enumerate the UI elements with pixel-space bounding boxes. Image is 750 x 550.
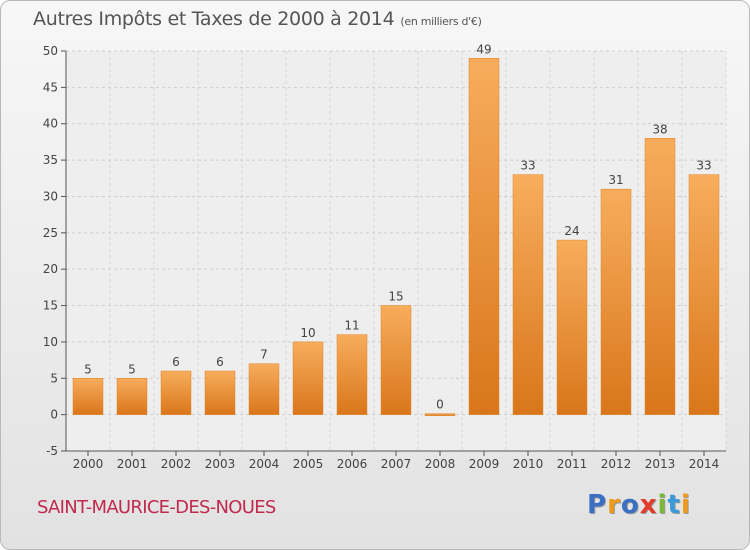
proxiti-logo: Proxiti (587, 490, 691, 520)
bar-value-label: 5 (128, 362, 136, 376)
x-tick-label: 2002 (161, 457, 192, 471)
x-tick-label: 2006 (337, 457, 368, 471)
bar (512, 174, 544, 415)
bar (248, 363, 280, 415)
y-tick-label: 45 (43, 80, 58, 94)
bar (468, 58, 500, 415)
chart-subtitle: (en milliers d'€) (400, 15, 482, 28)
x-tick-label: 2009 (469, 457, 500, 471)
y-tick-label: 30 (43, 189, 58, 203)
bar (160, 370, 192, 415)
logo-letter: t (667, 490, 681, 520)
bar-value-label: 31 (608, 173, 623, 187)
bar (644, 138, 676, 415)
y-tick-label: 15 (43, 299, 58, 313)
x-tick-label: 2014 (689, 457, 720, 471)
bar-value-label: 11 (344, 319, 359, 333)
bar (336, 334, 368, 415)
bar (688, 174, 720, 415)
bar-value-label: 6 (216, 355, 224, 369)
logo-letter: i (657, 490, 668, 520)
y-tick-label: 40 (43, 117, 58, 131)
bar-value-label: 33 (696, 159, 711, 173)
logo-letter: o (620, 490, 640, 520)
x-tick-label: 2008 (425, 457, 456, 471)
bar-value-label: 24 (564, 224, 579, 238)
bar-value-label: 49 (476, 42, 491, 56)
x-tick-label: 2001 (117, 457, 148, 471)
bar-value-label: 33 (520, 159, 535, 173)
bar (204, 370, 236, 415)
bar-value-label: 6 (172, 355, 180, 369)
bar-value-label: 15 (388, 290, 403, 304)
y-tick-label: 5 (50, 371, 58, 385)
bar (556, 239, 588, 415)
commune-name: SAINT-MAURICE-DES-NOUES (37, 497, 276, 518)
logo-letter: x (639, 490, 658, 520)
chart-title: Autres Impôts et Taxes de 2000 à 2014 (en… (33, 8, 482, 30)
y-tick-label: 0 (50, 408, 58, 422)
x-tick-label: 2011 (557, 457, 588, 471)
y-tick-label: 20 (43, 262, 58, 276)
bar-value-label: 5 (84, 362, 92, 376)
bar-value-label: 0 (436, 398, 444, 412)
bar-value-label: 7 (260, 348, 268, 362)
chart-title-text: Autres Impôts et Taxes de 2000 à 2014 (33, 8, 395, 30)
y-tick-label: 50 (43, 44, 58, 58)
bar (600, 188, 632, 415)
bar (424, 413, 456, 416)
y-tick-label: -5 (46, 444, 58, 458)
bar (380, 305, 412, 415)
bar (72, 378, 104, 415)
logo-letter: P (587, 490, 608, 520)
x-tick-label: 2012 (601, 457, 632, 471)
y-tick-label: 10 (43, 335, 58, 349)
y-tick-label: 35 (43, 153, 58, 167)
logo-letter: r (607, 490, 621, 520)
logo-letter: i (680, 490, 691, 520)
x-tick-label: 2010 (513, 457, 544, 471)
y-tick-label: 25 (43, 226, 58, 240)
bar (292, 341, 324, 415)
x-tick-label: 2000 (73, 457, 104, 471)
x-tick-label: 2005 (293, 457, 324, 471)
bar (116, 378, 148, 415)
x-tick-label: 2007 (381, 457, 412, 471)
x-tick-label: 2004 (249, 457, 280, 471)
bar-value-label: 38 (652, 122, 667, 136)
x-tick-label: 2003 (205, 457, 236, 471)
bar-value-label: 10 (300, 326, 315, 340)
x-tick-label: 2013 (645, 457, 676, 471)
